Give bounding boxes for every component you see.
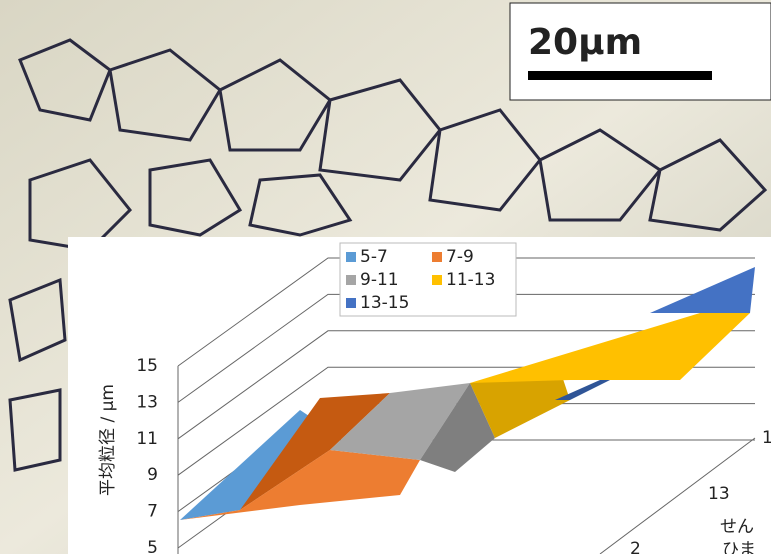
legend-label: 7-9 <box>446 247 474 267</box>
y-tick-label: 7 <box>147 502 158 522</box>
page: {"scale_bar": {"label": "20μm"}, "chart_… <box>0 0 771 554</box>
y-axis-label: 平均粒径 / μm <box>98 384 118 496</box>
depth-tick-label: せん <box>720 517 754 537</box>
legend-label: 9-11 <box>360 270 399 290</box>
y-tick-label: 13 <box>136 392 158 412</box>
legend-label: 11-13 <box>446 270 495 290</box>
y-tick-label: 11 <box>136 429 158 449</box>
legend-swatch <box>432 275 442 285</box>
scale-bar <box>528 71 712 80</box>
y-tick-label: 9 <box>147 465 158 485</box>
y-tick-label: 15 <box>136 356 158 376</box>
legend-swatch <box>346 275 356 285</box>
depth-tick-label: ひま <box>722 540 756 554</box>
legend-swatch <box>346 252 356 262</box>
depth-tick-label: 13 <box>708 484 730 504</box>
screenshot: 20μm 5 7 9 11 13 15 1 13 せん 2 ひま 5-7 7-9 9-11 11-13 13… <box>0 0 771 554</box>
depth-tick-label: 1 <box>762 428 771 448</box>
y-tick-label: 5 <box>147 538 158 554</box>
legend-swatch <box>432 252 442 262</box>
legend-label: 5-7 <box>360 247 388 267</box>
scale-bar-label: 20μm <box>528 22 642 63</box>
legend-label: 13-15 <box>360 293 409 313</box>
depth-tick-label: 2 <box>630 539 641 554</box>
legend-swatch <box>346 298 356 308</box>
